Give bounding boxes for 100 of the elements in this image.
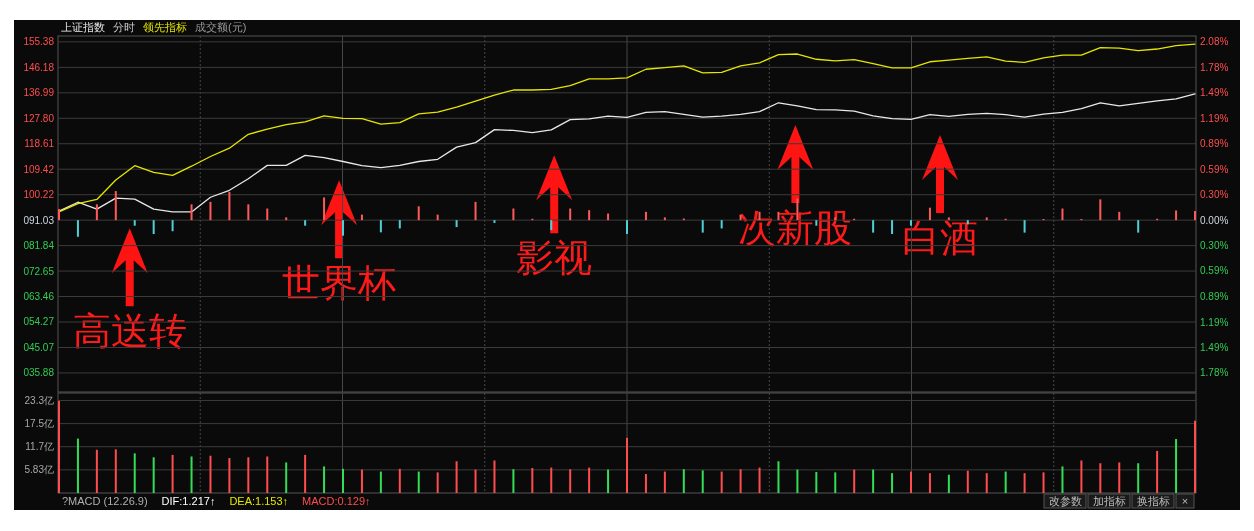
text: 上证指数 [61, 21, 105, 33]
bar [512, 469, 515, 493]
bar [1156, 450, 1159, 493]
y2-tick-label: 1.49% [1200, 86, 1229, 98]
bar [588, 210, 591, 221]
bar [95, 204, 98, 221]
bar [398, 468, 401, 493]
bar [1080, 460, 1083, 493]
y2-tick-label: 0.00% [1200, 214, 1229, 226]
bar [682, 469, 685, 493]
bar [266, 456, 269, 493]
annotation: 影视 [516, 237, 593, 280]
bar [663, 471, 666, 493]
y2-tick-label: 1.78% [1200, 62, 1229, 74]
bar [1061, 466, 1064, 493]
bar [1118, 211, 1121, 221]
bar [58, 400, 60, 493]
bar [436, 214, 439, 221]
bar [360, 214, 363, 221]
y-tick-label: 136.99 [23, 87, 55, 99]
y-tick-label: 054.27 [23, 316, 55, 328]
bar [342, 468, 344, 493]
y-tick-label: 063.46 [23, 291, 55, 303]
y-tick-label: 091.03 [23, 214, 55, 226]
y-tick-label: 146.18 [23, 61, 55, 73]
bar [569, 469, 572, 493]
bar [1175, 439, 1178, 493]
y-tick-label: 23.3亿 [24, 394, 54, 406]
bar [947, 217, 950, 221]
y-tick-label: 072.65 [23, 265, 55, 277]
y-tick-label: 100.22 [23, 189, 55, 201]
bar [739, 214, 742, 221]
bar [304, 220, 307, 226]
bar [550, 467, 553, 493]
bar [285, 462, 288, 493]
bar [853, 469, 856, 493]
bar [190, 456, 193, 493]
bar [379, 220, 382, 233]
bar [834, 217, 837, 221]
bar [152, 457, 155, 493]
bar [701, 470, 704, 493]
y-tick-label: 109.42 [23, 163, 55, 175]
bar [777, 461, 780, 493]
bar [1175, 210, 1178, 221]
bar [171, 220, 174, 232]
bar [171, 454, 174, 493]
bar [758, 467, 761, 493]
annotation: 次新股 [738, 207, 853, 249]
bar [285, 217, 288, 221]
y-tick-label: 045.07 [23, 341, 55, 353]
bar [985, 473, 988, 493]
bar [891, 220, 894, 234]
y2-tick-label: 1.19% [1200, 316, 1229, 328]
bar [133, 220, 136, 226]
bar [133, 453, 136, 493]
bar [247, 204, 250, 221]
bar [644, 473, 647, 493]
bar [1118, 462, 1121, 493]
bar [1194, 420, 1196, 493]
bar [891, 473, 894, 493]
bar [701, 220, 704, 233]
text: DIF:1.217↑ [161, 495, 216, 507]
bar [58, 209, 60, 221]
bar [266, 208, 269, 221]
bar [550, 220, 553, 231]
text: 成交额(元) [195, 21, 247, 33]
bar [910, 471, 912, 493]
text: 改参数 [1048, 495, 1082, 507]
bar [398, 220, 401, 229]
bar [1061, 208, 1064, 221]
y-tick-label: 127.80 [23, 112, 55, 124]
bar [228, 191, 231, 221]
bar [531, 468, 534, 493]
bar [644, 211, 647, 221]
bar [379, 471, 382, 493]
bar [455, 220, 458, 228]
bar [588, 467, 591, 493]
y2-tick-label: 0.59% [1200, 265, 1229, 277]
y2-tick-label: 0.89% [1200, 290, 1229, 302]
bar [607, 213, 610, 221]
text: 加指标 [1092, 495, 1126, 507]
text: 换指标 [1136, 495, 1170, 507]
bar [1099, 199, 1102, 221]
bar [95, 449, 98, 493]
bar [626, 437, 628, 493]
chart-subtitle: 分时 [113, 21, 135, 33]
bar [758, 211, 761, 221]
bar [474, 201, 477, 221]
bar [474, 469, 477, 493]
bar [323, 466, 326, 493]
y-tick-label: 5.83亿 [24, 464, 54, 476]
annotation: 高送转 [72, 310, 187, 353]
text: 领先指标 [143, 21, 187, 33]
bar [928, 473, 931, 493]
bar [872, 220, 875, 233]
bar [436, 472, 439, 493]
y2-tick-label: 1.49% [1200, 342, 1229, 354]
text: ?MACD (12.26.9) [62, 495, 148, 507]
bar [720, 220, 723, 229]
bar [626, 220, 628, 234]
